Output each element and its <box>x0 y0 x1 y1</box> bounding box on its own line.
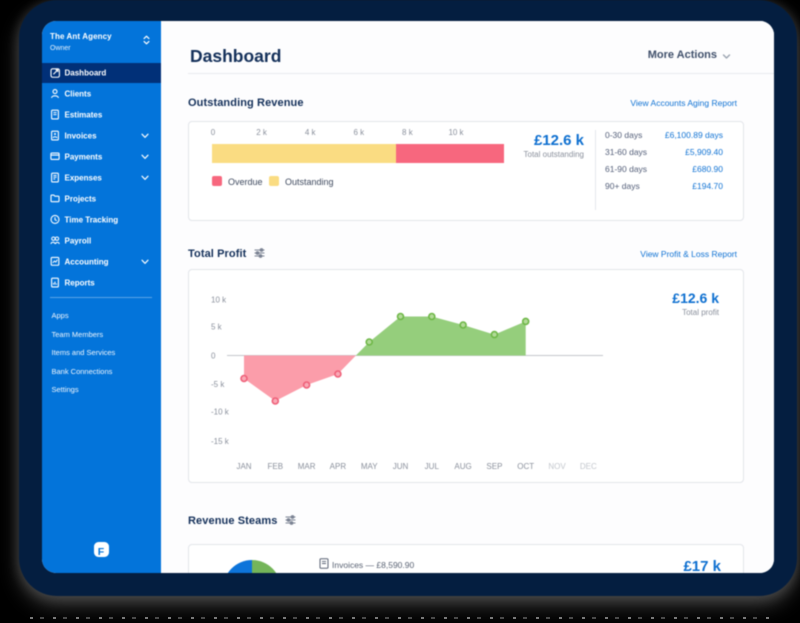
svg-text:MAY: MAY <box>361 462 378 471</box>
svg-text:APR: APR <box>330 462 347 471</box>
svg-text:MAR: MAR <box>298 462 316 471</box>
svg-text:DEC: DEC <box>580 462 597 471</box>
svg-text:SEP: SEP <box>486 462 502 471</box>
svg-text:NOV: NOV <box>548 462 566 471</box>
svg-text:OCT: OCT <box>517 462 534 471</box>
svg-text:JUL: JUL <box>425 462 440 471</box>
svg-text:-10 k: -10 k <box>211 408 230 417</box>
svg-text:0: 0 <box>211 352 216 361</box>
svg-text:10 k: 10 k <box>211 296 227 305</box>
svg-text:5 k: 5 k <box>211 323 223 332</box>
svg-text:-15 k: -15 k <box>211 437 230 446</box>
svg-text:AUG: AUG <box>454 462 471 471</box>
svg-text:-5 k: -5 k <box>211 380 225 389</box>
svg-text:JAN: JAN <box>236 462 251 471</box>
svg-text:FEB: FEB <box>268 462 284 471</box>
svg-text:JUN: JUN <box>393 462 409 471</box>
